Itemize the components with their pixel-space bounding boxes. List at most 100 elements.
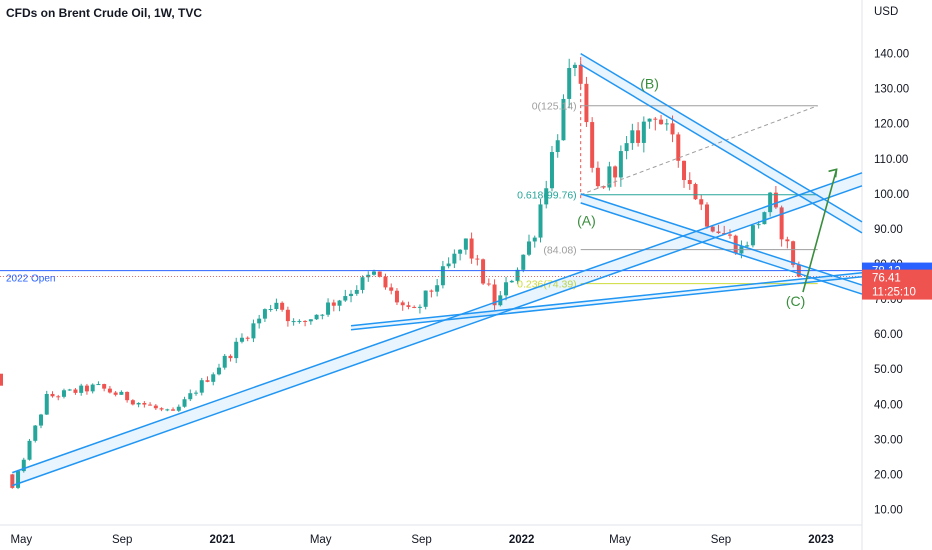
candle-body-up [326, 302, 331, 315]
candle-body-up [527, 241, 532, 255]
candle-body-up [234, 341, 239, 359]
candle-body-down [56, 396, 61, 398]
candle-body-up [423, 290, 428, 307]
projection-arrow-head [828, 168, 838, 178]
candle-body-down [102, 384, 107, 389]
uptrend-channel-secondary-line-bottom [350, 276, 863, 331]
candle-body-down [377, 271, 382, 277]
candle-body-up [222, 355, 227, 368]
candle-body-down [716, 231, 721, 234]
label-2022-open: 2022 Open [6, 274, 56, 285]
candle-body-down [142, 402, 147, 405]
candle-body-up [343, 296, 348, 301]
candle-body-up [647, 118, 652, 122]
candle-body-up [555, 140, 560, 153]
uptrend-channel-secondary [350, 272, 863, 331]
candle-body-up [538, 204, 543, 238]
y-tick-label: 130.00 [874, 84, 909, 96]
fib-label-0: 0(125.14) [532, 101, 577, 113]
candle-body-up [194, 392, 199, 394]
downtrend-channel-lower-fill [580, 193, 862, 295]
candle-body-up [44, 393, 49, 415]
candle-body-up [165, 409, 170, 411]
wave-label: (B) [640, 76, 659, 92]
uptrend-channel-main-line-bottom [12, 185, 863, 487]
candle-body-up [756, 224, 761, 226]
candle-body-up [16, 471, 21, 488]
candle-body-down [584, 83, 589, 123]
candle-body-up [567, 67, 572, 99]
candle-body-up [452, 253, 457, 264]
candle-body-up [199, 380, 204, 393]
x-tick-label: May [10, 534, 32, 546]
candle-body-up [297, 320, 302, 322]
fibonacci-group [580, 105, 818, 285]
y-tick-label: 20.00 [874, 469, 903, 481]
candle-body-up [136, 402, 141, 405]
y-tick-label: 10.00 [874, 504, 903, 516]
downtrend-channel-lower-line-bottom [580, 202, 863, 295]
y-tick-label: 90.00 [874, 224, 903, 236]
candle-body-down [590, 122, 595, 168]
candle-body-up [607, 166, 612, 188]
candle-body-up [291, 321, 296, 323]
downtrend-channel-upper [580, 52, 863, 234]
candle-body-up [440, 266, 445, 286]
candle-body-down [492, 284, 497, 306]
fib-label-618: 0.618(99.76) [517, 190, 577, 202]
candle-body-down [171, 409, 176, 411]
candle-body-down [280, 302, 285, 310]
candle-body-up [354, 289, 359, 294]
candle-body-up [521, 254, 526, 270]
candle-body-down [412, 306, 417, 308]
price-tag-last: 76.41 [872, 273, 901, 285]
candle-body-up [33, 425, 38, 441]
candles-group [10, 58, 801, 490]
uptrend-channel-main-line-top [12, 172, 863, 474]
candle-body-down [595, 167, 600, 187]
price-tag-countdown: 11:25:10 [872, 287, 916, 299]
candle-body-up [544, 188, 549, 205]
candle-body-up [188, 393, 193, 400]
x-tick-label: Sep [711, 534, 731, 546]
candle-body-up [768, 192, 773, 213]
y-tick-label: 140.00 [874, 49, 909, 61]
candle-body-up [268, 309, 273, 311]
y-tick-label: 110.00 [874, 154, 908, 166]
x-tick-label: 2021 [209, 534, 235, 546]
candle-body-up [176, 406, 181, 411]
candle-body-up [182, 399, 187, 407]
candle-body-down [245, 337, 250, 339]
y-tick-label: 60.00 [874, 329, 903, 341]
candle-body-up [61, 390, 66, 397]
candle-body-up [446, 263, 451, 267]
downtrend-channel-upper-line-top [580, 52, 863, 223]
candle-body-up [458, 249, 463, 254]
candle-body-down [481, 259, 486, 284]
candle-body-up [90, 384, 95, 392]
candle-body-down [394, 290, 399, 303]
candle-body-down [73, 389, 78, 393]
candle-body-down [84, 385, 89, 392]
candle-body-down [727, 234, 732, 236]
candle-body-up [371, 271, 376, 275]
candle-body-down [205, 380, 210, 382]
x-tick-label: 2023 [808, 534, 834, 546]
candle-body-down [469, 238, 474, 259]
candle-body-up [515, 269, 520, 281]
x-tick-label: Sep [112, 534, 132, 546]
candle-body-up [549, 152, 554, 189]
candle-body-down [773, 192, 778, 208]
candle-body-down [113, 392, 118, 395]
candle-body-up [257, 318, 262, 324]
candle-body-down [653, 118, 658, 120]
candle-body-down [578, 64, 583, 84]
candle-body-up [630, 130, 635, 144]
candle-body-up [314, 314, 319, 320]
downtrend-channel-lower [580, 193, 863, 295]
candle-body-down [779, 207, 784, 240]
price-tag-last-bg [862, 269, 932, 300]
candle-body-up [39, 414, 44, 426]
wave-label: (A) [577, 212, 596, 228]
